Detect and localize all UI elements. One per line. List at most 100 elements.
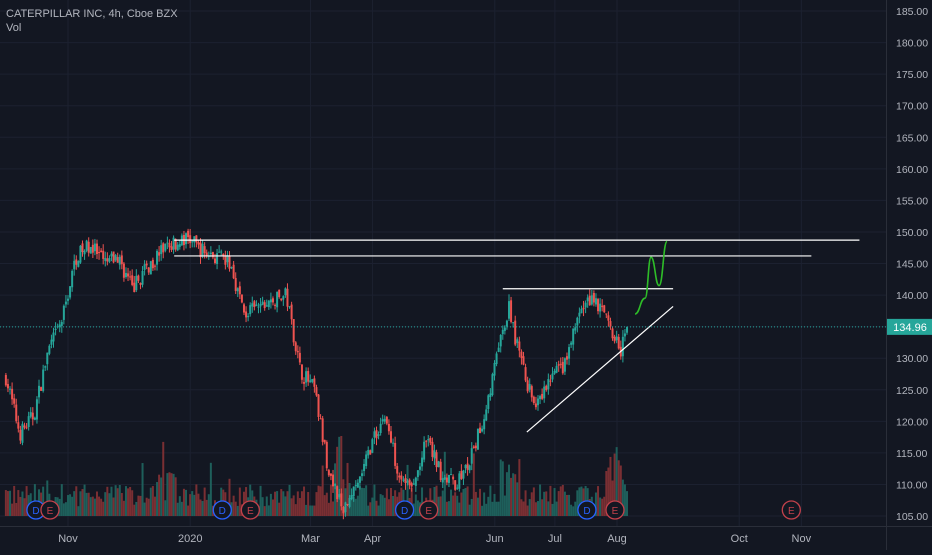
candle-body (329, 473, 332, 476)
event-marker-circle (240, 500, 260, 520)
earnings-marker[interactable]: E (605, 500, 625, 520)
candle-body (599, 303, 602, 312)
time-tick-label: Mar (301, 533, 320, 545)
candle-body (375, 430, 378, 439)
volume-bar (352, 496, 355, 516)
volume-bar (365, 485, 368, 516)
volume-bar (116, 488, 119, 516)
earnings-marker[interactable]: E (40, 500, 60, 520)
volume-bar (23, 498, 26, 516)
candle-body (528, 384, 531, 390)
volume-bar (447, 501, 450, 516)
candle-body (346, 504, 349, 506)
volume-bar (501, 461, 504, 516)
candle-body (398, 475, 401, 478)
volume-bar (443, 451, 446, 516)
volume-bar (580, 486, 583, 516)
dividend-marker[interactable]: D (394, 500, 415, 520)
candle-body (445, 477, 448, 483)
candle-body (50, 339, 53, 345)
candle-body (137, 275, 140, 281)
candle-body (458, 473, 461, 489)
event-marker-circle (40, 500, 60, 520)
candle-body (6, 384, 9, 389)
candle-body (292, 319, 295, 343)
volume-bar (441, 490, 444, 516)
candle-body (245, 311, 248, 318)
volume-bar (303, 486, 306, 516)
candle-body (4, 375, 7, 386)
volume-bar (570, 504, 573, 516)
candle-body (11, 388, 14, 400)
candle-body (416, 470, 419, 477)
volume-bar (363, 488, 366, 516)
volume-bar (313, 505, 316, 516)
volume-bar (468, 504, 471, 516)
volume-bar (594, 492, 597, 516)
candle-body (69, 286, 72, 298)
volume-bar (114, 485, 117, 516)
candle-body (522, 356, 525, 365)
candle-body (414, 477, 417, 486)
volume-bar (379, 494, 382, 516)
candle-body (565, 356, 568, 360)
candle-body (42, 369, 45, 391)
candle-body (106, 258, 109, 262)
candle-body (568, 347, 571, 359)
candle-body (354, 485, 357, 487)
candle-body (110, 253, 113, 257)
candle-body (385, 416, 388, 424)
volume-bar (286, 491, 289, 516)
candle-body (102, 250, 105, 259)
candle-body (25, 427, 28, 429)
candle-body (437, 461, 440, 468)
volume-bar (309, 505, 312, 516)
candle-body (21, 423, 24, 443)
volume-bar (371, 497, 374, 516)
volume-bar (559, 486, 562, 516)
candle-body (534, 403, 537, 408)
candle-body (377, 434, 380, 436)
candle-body (164, 243, 167, 251)
candle-body (116, 257, 119, 263)
candle-body (516, 339, 519, 343)
volume-bar (572, 506, 575, 516)
candle-body (323, 439, 326, 443)
earnings-marker[interactable]: E (781, 500, 801, 520)
candle-body (108, 258, 111, 262)
volume-bar (129, 486, 132, 516)
last-price-badge (887, 318, 932, 335)
candle-body (62, 305, 65, 320)
candle-body (532, 396, 535, 403)
earnings-marker[interactable]: E (240, 500, 260, 520)
candle-body (280, 298, 283, 301)
earnings-marker[interactable]: E (419, 500, 439, 520)
volume-bar (456, 495, 459, 516)
volume-bar (338, 436, 341, 516)
dividend-marker[interactable]: D (577, 500, 597, 520)
candle-body (361, 473, 364, 476)
volume-bar (354, 498, 357, 516)
volume-bar (118, 484, 121, 516)
candle-body (191, 241, 194, 243)
candle-body (325, 441, 328, 469)
price-tick-label: 175.00 (896, 69, 928, 81)
volume-bar (470, 498, 473, 516)
candle-body (104, 258, 107, 261)
candle-body (60, 322, 63, 326)
candle-body (193, 236, 196, 243)
event-marker-label: D (32, 506, 39, 517)
volume-bar (576, 490, 579, 516)
candle-body (371, 439, 374, 453)
candle-body (274, 304, 277, 306)
candle-body (58, 324, 61, 328)
candle-body (418, 466, 421, 470)
volume-bar (62, 503, 65, 516)
candle-body (315, 387, 318, 396)
candle-body (240, 294, 243, 303)
volume-bar (499, 459, 502, 516)
dividend-marker[interactable]: D (212, 500, 232, 520)
volume-bar (263, 506, 266, 516)
